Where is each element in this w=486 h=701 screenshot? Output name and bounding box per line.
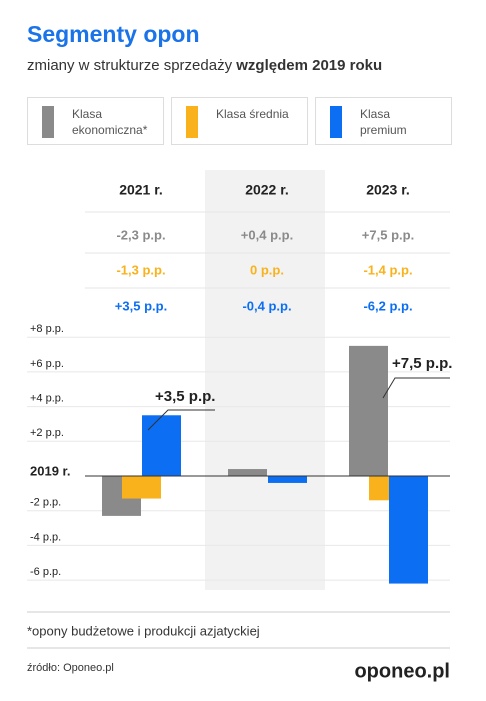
value-label: +0,4 p.p. [241,227,293,242]
value-label: -6,2 p.p. [363,298,412,313]
value-label: 0 p.p. [250,262,284,277]
value-label: -1,4 p.p. [363,262,412,277]
legend-label: Klasa ekonomiczna* [72,107,148,137]
bar [268,476,307,483]
y-tick-label: -2 p.p. [30,497,61,509]
value-label: -0,4 p.p. [242,298,291,313]
legend-item: Klasa średnia [171,97,308,145]
y-tick-label: +4 p.p. [30,393,64,405]
y-tick-label: +6 p.p. [30,358,64,370]
value-label: -2,3 p.p. [116,227,165,242]
chart-title: Segmenty opon [27,21,200,47]
column-header: 2023 r. [366,182,410,198]
column-shade [205,170,325,590]
callout-line [382,377,450,399]
legend-swatch [42,106,54,138]
legend-label: Klasa średnia [216,107,289,121]
footnote: *opony budżetowe i produkcji azjatyckiej [27,623,260,638]
y-tick-label: 2019 r. [30,463,71,478]
y-tick-label: +8 p.p. [30,323,64,335]
column-header: 2022 r. [245,182,289,198]
annotation: +3,5 p.p. [155,388,215,405]
value-label: +3,5 p.p. [115,298,167,313]
y-tick-label: +2 p.p. [30,427,64,439]
y-tick-label: -4 p.p. [30,531,61,543]
callout-line [147,409,215,431]
bar [228,469,267,476]
y-tick-label: -6 p.p. [30,566,61,578]
value-label: -1,3 p.p. [116,262,165,277]
bar [122,476,161,499]
subtitle-bold: względem 2019 roku [235,57,382,74]
legend-swatch [330,106,342,138]
legend-label: Klasa premium [360,107,407,137]
legend-item: Klasa premium [315,97,452,145]
bar [349,345,388,476]
legend-item: Klasa ekonomiczna* [27,97,164,145]
annotation: +7,5 p.p. [392,355,452,372]
value-label: +7,5 p.p. [362,227,414,242]
legend-swatch [186,106,198,138]
logo: oponeo.pl [354,660,450,682]
source: źródło: Oponeo.pl [27,662,114,674]
subtitle: zmiany w strukturze sprzedaży [27,57,233,74]
chart-subtitle: zmiany w strukturze sprzedaży względem 2… [27,57,382,74]
bar [389,476,428,584]
column-header: 2021 r. [119,182,163,198]
bar [142,415,181,476]
